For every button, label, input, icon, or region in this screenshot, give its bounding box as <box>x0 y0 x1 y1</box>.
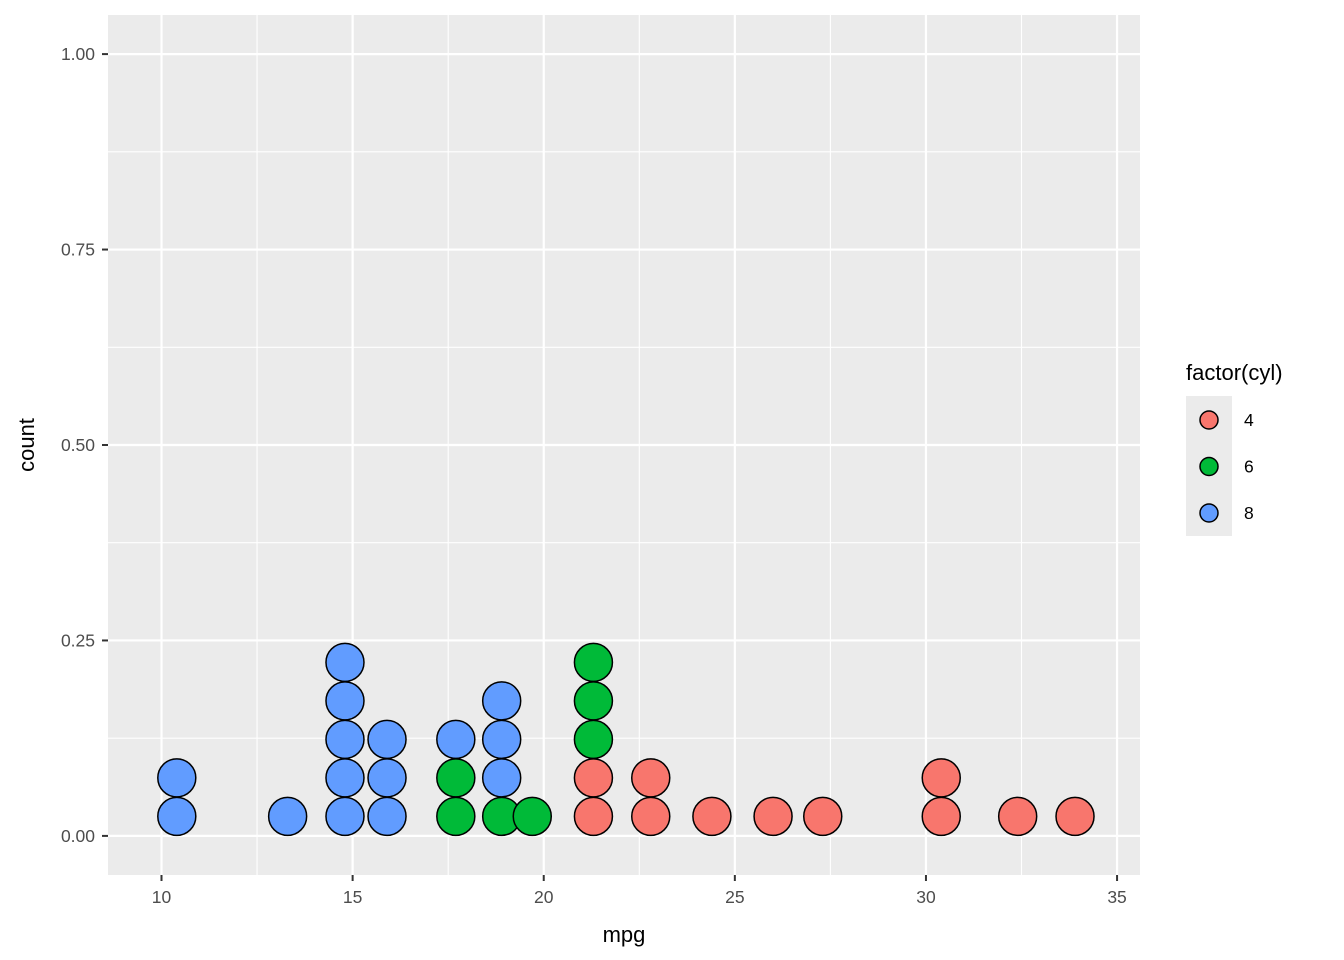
dot-cyl-4 <box>803 796 843 837</box>
dot-cyl-4 <box>753 796 793 837</box>
dot-cyl-8 <box>367 758 407 798</box>
dot-cyl-8 <box>157 796 197 837</box>
x-axis-title: mpg <box>603 922 646 947</box>
legend-key-8 <box>1199 503 1219 523</box>
dot-cyl-6 <box>573 642 614 683</box>
dot-cyl-6 <box>573 719 614 760</box>
dot-cyl-8 <box>157 758 197 798</box>
dot-cyl-4 <box>573 758 614 798</box>
y-axis-title: count <box>14 418 39 472</box>
legend-title: factor(cyl) <box>1186 360 1283 385</box>
dot-cyl-8 <box>481 681 522 721</box>
legend-label-8: 8 <box>1244 503 1254 523</box>
x-axis: 10 15 20 25 30 35 <box>152 875 1127 907</box>
dot-cyl-6 <box>436 796 476 837</box>
dot-cyl-4 <box>573 796 614 837</box>
dot-cyl-8 <box>325 681 365 721</box>
dot-cyl-8 <box>325 796 365 837</box>
dot-cyl-8 <box>481 758 522 798</box>
dot-cyl-4 <box>631 796 671 837</box>
dot-cyl-8 <box>325 758 365 798</box>
dot-cyl-4 <box>1055 796 1095 837</box>
dot-cyl-8 <box>325 719 365 760</box>
dot-cyl-8 <box>267 796 308 837</box>
y-axis: 0.00 0.25 0.50 0.75 1.00 <box>61 44 108 846</box>
y-tick-label: 0.75 <box>61 240 95 260</box>
y-tick-label: 1.00 <box>61 44 95 64</box>
dot-cyl-4 <box>997 796 1038 837</box>
y-tick-label: 0.50 <box>61 435 95 455</box>
legend-key-6 <box>1199 456 1219 477</box>
dots-layer <box>157 642 1095 837</box>
x-tick-label: 35 <box>1107 887 1126 907</box>
legend-label-4: 4 <box>1244 410 1254 430</box>
x-tick-label: 20 <box>534 887 554 907</box>
dot-cyl-6 <box>573 681 614 721</box>
dot-cyl-8 <box>325 642 365 683</box>
legend-key-4 <box>1199 410 1219 430</box>
dot-cyl-8 <box>436 719 476 760</box>
dot-cyl-4 <box>692 796 732 837</box>
x-tick-label: 10 <box>152 887 172 907</box>
dot-cyl-4 <box>631 758 671 798</box>
y-tick-label: 0.25 <box>61 630 95 650</box>
dot-cyl-8 <box>481 719 522 760</box>
y-tick-label: 0.00 <box>61 826 95 846</box>
x-tick-label: 25 <box>725 887 744 907</box>
x-tick-label: 30 <box>916 887 936 907</box>
dot-cyl-6 <box>512 796 553 837</box>
dot-cyl-8 <box>367 796 407 837</box>
dot-cyl-6 <box>436 758 476 798</box>
dot-cyl-4 <box>921 796 961 837</box>
dot-cyl-4 <box>921 758 961 798</box>
dot-cyl-8 <box>367 719 407 760</box>
legend-label-6: 6 <box>1244 457 1254 477</box>
x-tick-label: 15 <box>343 887 362 907</box>
legend: factor(cyl) 4 6 8 <box>1186 360 1283 536</box>
